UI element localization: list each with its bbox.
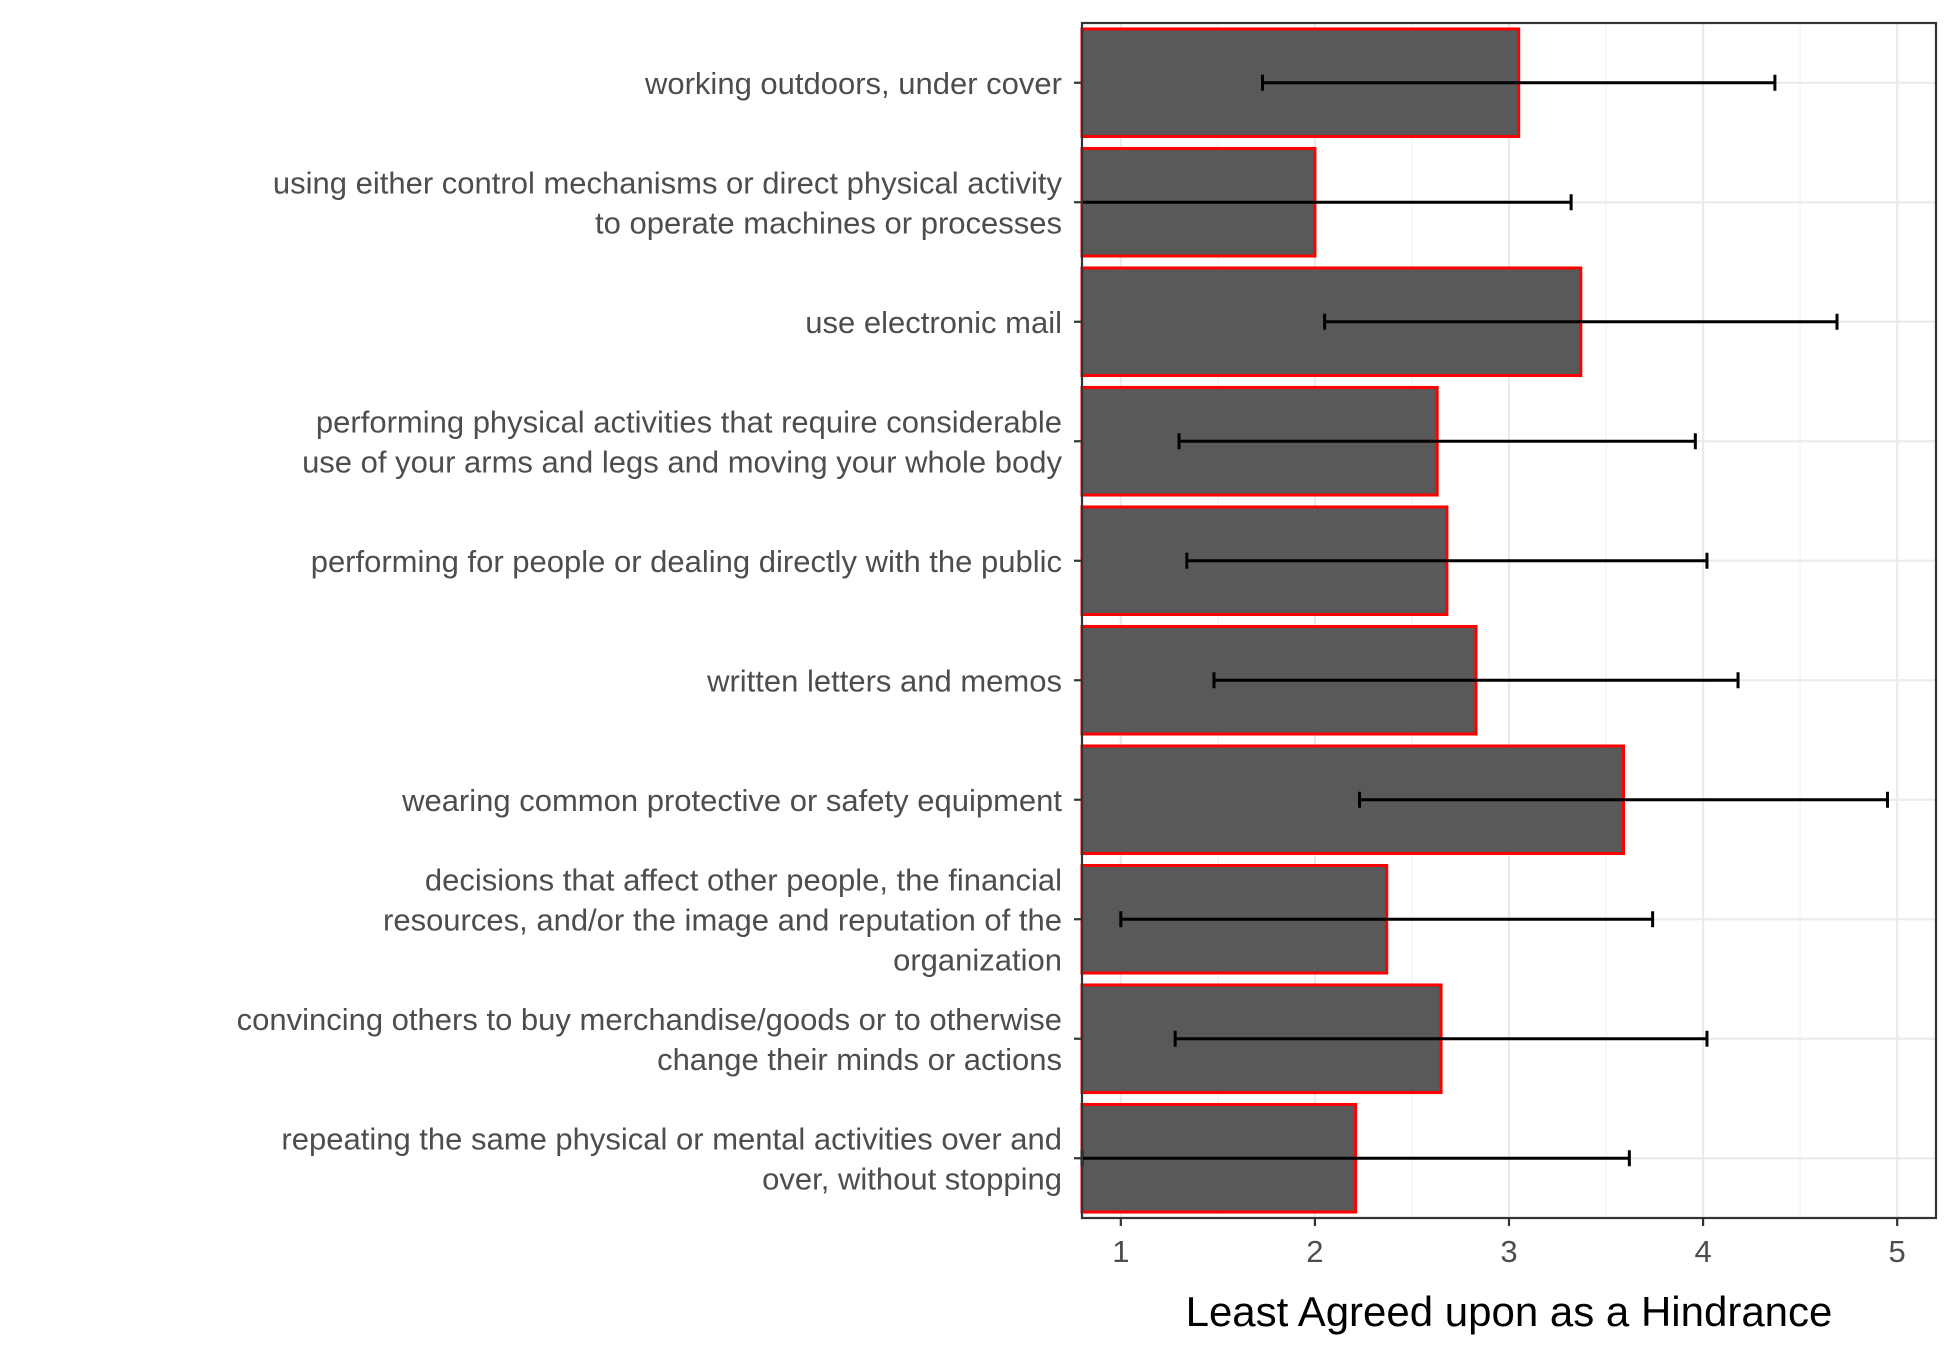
y-category-label-line: to operate machines or processes bbox=[595, 205, 1062, 240]
x-tick-label: 3 bbox=[1500, 1234, 1517, 1269]
y-category-label: repeating the same physical or mental ac… bbox=[281, 1121, 1062, 1196]
error-bar bbox=[1261, 74, 1777, 91]
y-category-label-line: over, without stopping bbox=[762, 1161, 1062, 1196]
y-category-label-line: change their minds or actions bbox=[657, 1042, 1062, 1077]
y-category-label-line: resources, and/or the image and reputati… bbox=[383, 902, 1062, 937]
y-axis-category-labels: working outdoors, under cover using eithe… bbox=[237, 66, 1063, 1197]
y-category-label-line: repeating the same physical or mental ac… bbox=[281, 1121, 1062, 1156]
y-category-label-line: organization bbox=[893, 942, 1062, 977]
y-category-label-line: decisions that affect other people, the … bbox=[425, 862, 1062, 897]
y-category-label: convincing others to buy merchandise/goo… bbox=[237, 1002, 1062, 1077]
error-bar bbox=[1358, 791, 1889, 808]
y-category-label-line: wearing common protective or safety equi… bbox=[401, 783, 1062, 818]
y-category-label: use electronic mail bbox=[805, 305, 1062, 340]
y-category-label-line: use of your arms and legs and moving you… bbox=[302, 444, 1062, 479]
error-bar bbox=[1323, 313, 1839, 330]
bars bbox=[1080, 27, 1626, 1214]
x-tick-label: 5 bbox=[1889, 1234, 1906, 1269]
x-tick-label: 2 bbox=[1306, 1234, 1323, 1269]
y-category-label-line: convincing others to buy merchandise/goo… bbox=[237, 1002, 1062, 1037]
error-bar bbox=[1185, 552, 1709, 569]
y-category-label-line: use electronic mail bbox=[805, 305, 1062, 340]
error-bar bbox=[1177, 433, 1697, 450]
y-category-label: using either control mechanisms or direc… bbox=[273, 165, 1063, 240]
y-category-label: wearing common protective or safety equi… bbox=[401, 783, 1062, 818]
y-category-label: performing for people or dealing directl… bbox=[311, 544, 1062, 579]
x-tick-label: 4 bbox=[1694, 1234, 1711, 1269]
y-category-label: decisions that affect other people, the … bbox=[383, 862, 1062, 977]
y-category-label: written letters and memos bbox=[706, 663, 1062, 698]
y-category-label-line: written letters and memos bbox=[706, 663, 1062, 698]
error-bar bbox=[1082, 194, 1573, 211]
error-bar bbox=[1119, 911, 1655, 928]
x-axis-ticks: 1 2 3 4 5 bbox=[1112, 1218, 1906, 1269]
x-axis-title: Least Agreed upon as a Hindrance bbox=[1186, 1288, 1833, 1335]
error-bar bbox=[1212, 672, 1740, 689]
y-axis-ticks bbox=[1074, 81, 1082, 1160]
error-bar bbox=[1173, 1030, 1709, 1047]
x-tick-label: 1 bbox=[1112, 1234, 1129, 1269]
y-category-label-line: working outdoors, under cover bbox=[644, 66, 1062, 101]
y-category-label-line: performing physical activities that requ… bbox=[316, 404, 1062, 439]
error-bars bbox=[1080, 74, 1889, 1167]
y-category-label: working outdoors, under cover bbox=[644, 66, 1062, 101]
y-category-label: performing physical activities that requ… bbox=[302, 404, 1062, 479]
y-category-label-line: performing for people or dealing directl… bbox=[311, 544, 1062, 579]
y-category-label-line: using either control mechanisms or direc… bbox=[273, 165, 1063, 200]
